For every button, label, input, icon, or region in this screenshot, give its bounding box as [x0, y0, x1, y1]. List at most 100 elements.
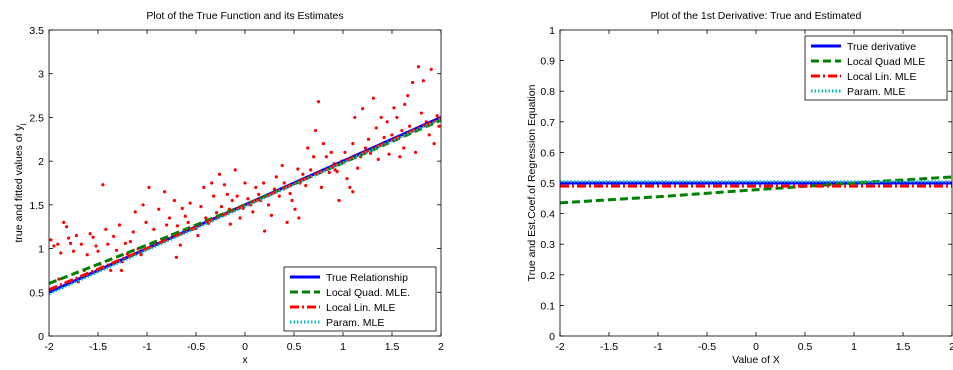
data-point: [230, 198, 234, 203]
data-point: [183, 214, 187, 218]
data-point: [343, 150, 347, 154]
x-tick-label: -1: [142, 341, 151, 353]
data-point: [387, 152, 391, 156]
y-tick-label: 0.2: [540, 270, 555, 282]
legend: True Relationship Local Quad. MLE. Local L…: [283, 266, 437, 332]
y-tick-label: 0.9: [540, 56, 555, 68]
data-point: [266, 203, 271, 207]
data-point: [254, 185, 258, 189]
data-point: [219, 205, 224, 209]
data-point: [123, 241, 128, 245]
data-point: [353, 115, 357, 120]
data-point: [351, 190, 355, 194]
data-point: [228, 222, 232, 226]
data-point: [71, 249, 76, 253]
data-point: [293, 207, 297, 211]
data-point: [157, 207, 161, 211]
plot-area: [560, 175, 952, 205]
x-tick-label: 0: [242, 341, 248, 353]
data-point: [390, 133, 394, 137]
legend-label: Local Lin. MLE: [326, 302, 395, 314]
y-tick-label: 0: [549, 331, 555, 343]
data-point: [174, 255, 178, 259]
x-tick-label: 1: [851, 341, 857, 353]
data-point: [285, 220, 289, 224]
data-point: [196, 233, 200, 238]
data-point: [243, 181, 247, 185]
data-point: [413, 150, 418, 154]
x-tick-label: 0.5: [287, 341, 302, 353]
data-point: [296, 167, 300, 171]
data-point: [68, 241, 73, 245]
x-tick-label: 2: [949, 341, 953, 353]
y-tick-label: 3.5: [29, 25, 44, 37]
data-point: [313, 128, 318, 133]
chart-panel-1: Plot of the True Function and its Estima…: [13, 10, 444, 366]
data-point: [312, 155, 316, 159]
x-tick-label: -0.5: [187, 341, 205, 353]
data-point: [297, 216, 301, 220]
x-axis-label: x: [242, 354, 248, 365]
y-tick-label: 0.5: [540, 178, 555, 190]
x-tick-label: -1.5: [89, 341, 107, 353]
data-point: [139, 253, 143, 257]
data-point: [356, 166, 360, 170]
data-point: [204, 216, 208, 220]
data-point: [214, 211, 219, 215]
data-point: [199, 205, 203, 209]
data-point: [421, 79, 425, 83]
data-point: [167, 216, 172, 220]
data-point: [262, 181, 266, 185]
y-tick-label: 1.5: [29, 200, 44, 212]
data-point: [56, 242, 60, 246]
data-point: [65, 225, 69, 229]
chart-title: Plot of the True Function and its Estima…: [146, 10, 343, 22]
data-point: [319, 185, 324, 189]
data-point: [324, 155, 328, 159]
data-point: [109, 268, 113, 273]
data-point: [152, 227, 156, 231]
data-point: [62, 220, 66, 224]
data-point: [104, 227, 108, 231]
data-point: [85, 253, 89, 257]
axes-frame: [559, 29, 953, 337]
data-point: [165, 223, 169, 227]
y-tick-label: 1: [38, 244, 44, 256]
data-point: [269, 213, 274, 217]
data-point: [112, 234, 116, 238]
data-point: [88, 232, 92, 236]
data-point: [316, 100, 321, 104]
y-tick-label: 0.7: [540, 117, 555, 129]
data-point: [96, 249, 100, 253]
data-point: [235, 194, 239, 198]
data-point: [437, 124, 441, 128]
y-tick-label: 0.1: [540, 300, 555, 312]
axes-frame: [48, 29, 442, 337]
y-ticks: 0 0.5 1 1.5 2 2.5 3 3.5: [29, 25, 441, 343]
data-point: [301, 172, 305, 176]
series-line-4: [49, 118, 441, 296]
data-point: [144, 220, 148, 224]
y-tick-label: 3: [38, 69, 44, 81]
legend-label: Local Quad MLE: [847, 56, 925, 68]
y-ticks: 0 0.1 0.2 0.3 0.4 0.5 0.6 0.7 0.8 0.9 1: [540, 25, 952, 343]
data-point: [429, 67, 433, 71]
data-point: [263, 229, 267, 233]
data-point: [274, 175, 278, 179]
data-point: [222, 183, 227, 187]
x-tick-label: 2: [438, 341, 444, 353]
data-point: [348, 185, 352, 189]
data-point: [280, 163, 284, 168]
data-point: [395, 115, 399, 120]
data-point: [327, 170, 331, 175]
data-point: [131, 230, 135, 234]
data-point: [374, 126, 378, 130]
data-point: [117, 223, 122, 227]
plot-area: [49, 65, 441, 296]
legend-label: True derivative: [847, 41, 916, 53]
data-point: [141, 203, 145, 207]
data-point: [147, 185, 151, 189]
x-ticks: -2 -1.5 -1 -0.5 0 0.5 1 1.5 2: [44, 30, 444, 353]
data-point: [435, 114, 439, 118]
data-point: [119, 268, 124, 273]
